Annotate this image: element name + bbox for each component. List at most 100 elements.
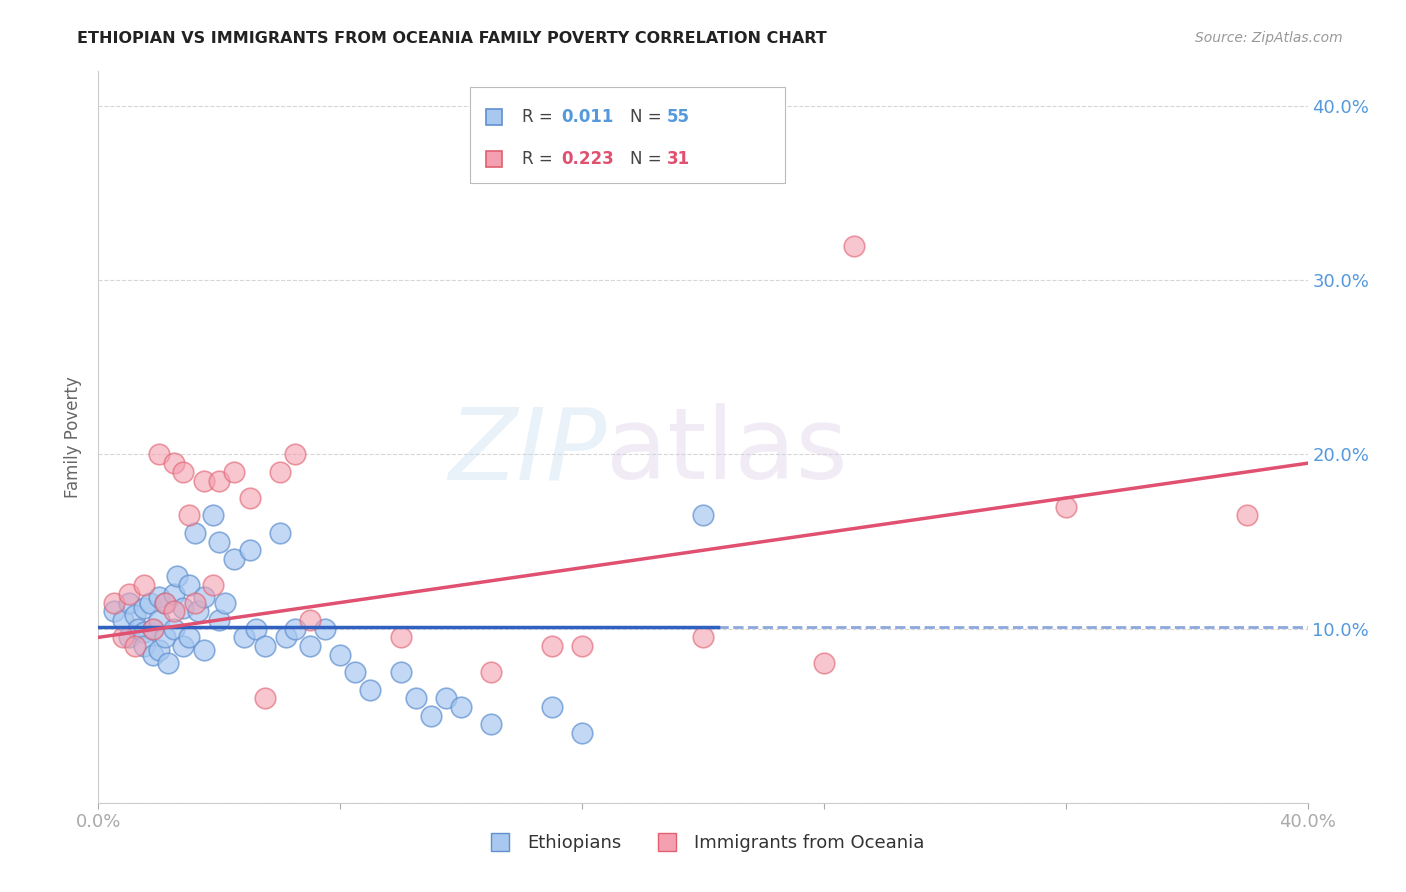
Point: [274, 631, 297, 645]
Point: [148, 448, 170, 462]
Point: [540, 700, 562, 714]
Point: [253, 691, 276, 706]
Point: [163, 604, 186, 618]
Point: [314, 622, 336, 636]
Point: [153, 595, 176, 609]
Point: [132, 625, 155, 640]
Point: [299, 613, 322, 627]
Point: [163, 622, 186, 636]
Point: [224, 552, 246, 566]
Point: [124, 607, 146, 622]
Point: [193, 474, 215, 488]
Point: [184, 595, 207, 609]
Point: [132, 578, 155, 592]
Point: [179, 631, 201, 645]
Point: [202, 508, 225, 523]
Point: [118, 587, 141, 601]
Point: [193, 642, 215, 657]
Y-axis label: Family Poverty: Family Poverty: [65, 376, 83, 498]
Point: [172, 639, 194, 653]
Point: [127, 622, 149, 636]
Point: [156, 657, 179, 671]
Text: 0.223: 0.223: [561, 150, 614, 168]
Point: [142, 622, 165, 636]
Text: Source: ZipAtlas.com: Source: ZipAtlas.com: [1195, 31, 1343, 45]
Point: [184, 525, 207, 540]
Point: [172, 465, 194, 479]
Text: ZIP: ZIP: [449, 403, 606, 500]
Point: [450, 700, 472, 714]
Point: [179, 508, 201, 523]
Point: [284, 622, 307, 636]
Point: [132, 639, 155, 653]
Point: [166, 569, 188, 583]
Point: [299, 639, 322, 653]
Point: [179, 578, 201, 592]
Point: [148, 613, 170, 627]
Legend: Ethiopians, Immigrants from Oceania: Ethiopians, Immigrants from Oceania: [475, 827, 931, 860]
Point: [214, 595, 236, 609]
Text: N =: N =: [630, 108, 668, 126]
Point: [420, 708, 443, 723]
Point: [571, 726, 593, 740]
Point: [253, 639, 276, 653]
Point: [360, 682, 382, 697]
Point: [329, 648, 352, 662]
Point: [103, 604, 125, 618]
Point: [239, 491, 262, 505]
Point: [163, 587, 186, 601]
Text: 31: 31: [666, 150, 690, 168]
Point: [389, 665, 412, 680]
Point: [103, 595, 125, 609]
Point: [844, 238, 866, 252]
Point: [692, 631, 714, 645]
Point: [1054, 500, 1077, 514]
Point: [284, 448, 307, 462]
Text: 0.011: 0.011: [561, 108, 614, 126]
Point: [389, 631, 412, 645]
Point: [153, 595, 176, 609]
Text: 55: 55: [666, 108, 690, 126]
Point: [163, 456, 186, 470]
Point: [1236, 508, 1258, 523]
Point: [193, 591, 215, 605]
Point: [269, 465, 291, 479]
Point: [224, 465, 246, 479]
Point: [239, 543, 262, 558]
Point: [232, 631, 254, 645]
Point: [481, 717, 503, 731]
Point: [139, 595, 162, 609]
Point: [269, 525, 291, 540]
FancyBboxPatch shape: [470, 87, 785, 183]
Point: [692, 508, 714, 523]
Point: [142, 622, 165, 636]
Point: [540, 639, 562, 653]
Point: [245, 622, 267, 636]
Point: [208, 474, 231, 488]
Point: [148, 591, 170, 605]
Point: [142, 648, 165, 662]
Point: [132, 600, 155, 615]
Point: [813, 657, 835, 671]
Text: N =: N =: [630, 150, 668, 168]
Text: R =: R =: [522, 108, 558, 126]
Point: [172, 600, 194, 615]
Text: atlas: atlas: [606, 403, 848, 500]
Point: [405, 691, 427, 706]
Point: [571, 639, 593, 653]
Text: R =: R =: [522, 150, 558, 168]
Point: [118, 631, 141, 645]
Point: [111, 631, 134, 645]
Point: [118, 595, 141, 609]
Point: [124, 639, 146, 653]
Point: [153, 631, 176, 645]
Point: [187, 604, 209, 618]
Point: [208, 613, 231, 627]
Point: [111, 613, 134, 627]
Point: [202, 578, 225, 592]
Point: [208, 534, 231, 549]
Point: [481, 665, 503, 680]
Point: [434, 691, 457, 706]
Text: ETHIOPIAN VS IMMIGRANTS FROM OCEANIA FAMILY POVERTY CORRELATION CHART: ETHIOPIAN VS IMMIGRANTS FROM OCEANIA FAM…: [77, 31, 827, 46]
Point: [344, 665, 367, 680]
